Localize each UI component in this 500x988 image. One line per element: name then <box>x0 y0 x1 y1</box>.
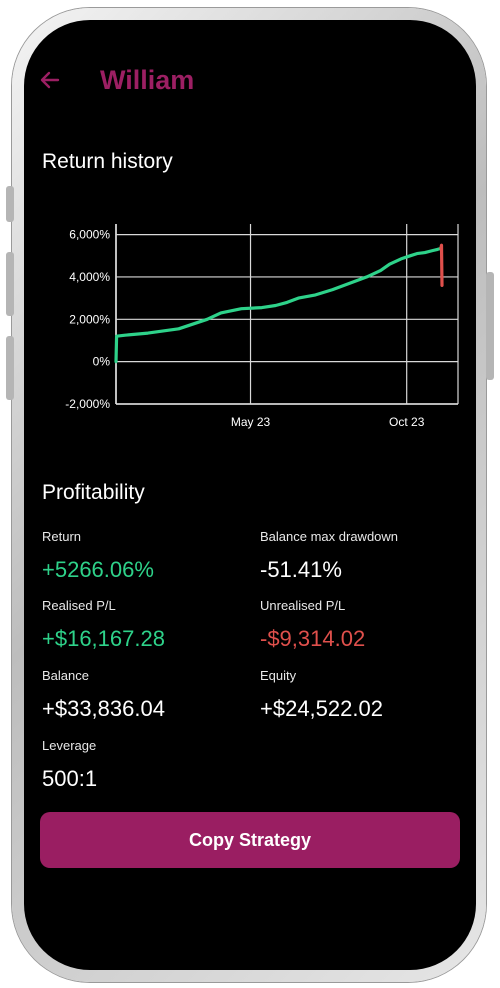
x-tick-label: Oct 23 <box>389 415 425 429</box>
copy-strategy-button[interactable]: Copy Strategy <box>40 812 460 868</box>
drawdown-value: -51.41% <box>260 557 342 582</box>
y-tick-label: -2,000% <box>65 397 110 411</box>
power-button <box>486 272 494 380</box>
equity-label: Equity <box>260 668 297 683</box>
unrealised-pl-label: Unrealised P/L <box>260 598 346 613</box>
balance-value: +$33,836.04 <box>42 696 165 721</box>
balance-label: Balance <box>42 668 89 683</box>
realised-pl-label: Realised P/L <box>42 598 116 613</box>
arrow-left-icon[interactable] <box>38 68 62 92</box>
unrealised-pl-value: -$9,314.02 <box>260 626 366 651</box>
realised-pl-value: +$16,167.28 <box>42 626 165 651</box>
return-history-title: Return history <box>42 150 173 173</box>
leverage-value: 500:1 <box>42 766 98 791</box>
app-screen: William Return history 6,000% 4,000% 2,000… <box>24 20 476 970</box>
equity-value: +$24,522.02 <box>260 696 383 721</box>
y-tick-label: 6,000% <box>69 228 110 242</box>
return-value: +5266.06% <box>42 557 154 582</box>
y-tick-label: 0% <box>93 355 111 369</box>
header: William <box>38 60 194 100</box>
drawdown-label: Balance max drawdown <box>260 529 399 544</box>
page-title: William <box>100 64 195 95</box>
y-tick-label: 4,000% <box>69 270 110 284</box>
y-tick-label: 2,000% <box>69 312 110 326</box>
volume-down-button <box>6 336 14 400</box>
x-tick-label: May 23 <box>231 415 271 429</box>
mute-switch <box>6 186 14 222</box>
volume-up-button <box>6 252 14 316</box>
return-label: Return <box>42 529 82 544</box>
return-history-chart: 6,000% 4,000% 2,000% 0% -2,000% May 23 Oct 23 <box>65 224 459 429</box>
leverage-label: Leverage <box>42 738 97 753</box>
profitability-title: Profitability <box>42 481 145 504</box>
series-line-1 <box>439 243 444 288</box>
series-line-0 <box>114 246 443 364</box>
